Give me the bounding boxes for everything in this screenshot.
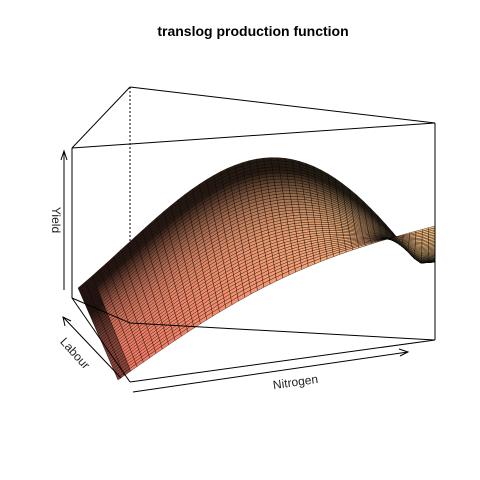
surface-facet — [270, 157, 279, 161]
surface-facet — [336, 232, 344, 235]
surface-facet — [409, 238, 416, 240]
surface-facet — [281, 181, 290, 186]
surface-facet — [307, 217, 315, 220]
surface-facet — [290, 199, 299, 203]
surface-facet — [271, 163, 280, 168]
y-axis-label: Labour — [57, 335, 92, 372]
surface-facet — [283, 193, 291, 197]
x-axis-arrow — [132, 348, 410, 393]
surface-facet — [272, 166, 280, 171]
surface-facet — [299, 209, 307, 213]
surface-facet — [289, 187, 297, 192]
surface-facet — [273, 175, 282, 180]
surface-facet — [321, 226, 330, 229]
surface-facet — [290, 196, 299, 200]
x-axis-label: Nitrogen — [272, 372, 319, 392]
surface-facet — [299, 214, 308, 218]
surface-facet — [321, 224, 330, 227]
surface-facet — [313, 217, 322, 221]
surface-facet — [307, 219, 316, 223]
chart-title: translog production function — [157, 23, 348, 39]
surface-facet — [299, 212, 308, 216]
surface-facet — [291, 204, 300, 208]
surface-facet — [278, 166, 287, 171]
surface-facet — [329, 230, 337, 233]
surface-facet — [321, 222, 329, 225]
box-front-edges — [71, 122, 436, 383]
surface-facet — [328, 228, 337, 231]
surface-facet — [280, 175, 289, 180]
surface-facet — [307, 221, 316, 225]
surface-facet — [298, 207, 307, 211]
surface-facet — [314, 219, 322, 223]
surface-facet — [306, 212, 314, 216]
surface-facet — [291, 207, 300, 211]
surface-facet — [272, 169, 281, 174]
surface-facet — [283, 196, 292, 200]
y-axis-arrow — [62, 316, 122, 379]
z-axis-arrow — [60, 149, 68, 290]
surface-facet — [281, 184, 290, 189]
surface-facet — [322, 228, 330, 231]
surface-facet — [272, 172, 281, 177]
surface-facet — [289, 193, 298, 197]
surface-facet — [289, 190, 298, 194]
surface-facet — [282, 190, 291, 194]
surface-facet — [279, 172, 288, 177]
surface-facet — [280, 178, 289, 183]
surface-facet — [306, 214, 315, 218]
surface-facet — [282, 187, 290, 192]
surface-facet — [270, 160, 279, 165]
surface-facet — [297, 201, 306, 206]
surface-facet — [349, 235, 358, 238]
surface-facet — [314, 221, 323, 225]
surface-facet — [342, 234, 351, 236]
surface-facet — [291, 201, 299, 205]
surface-mesh — [77, 157, 436, 381]
surface-facet — [298, 204, 307, 208]
surface-facet — [314, 224, 323, 227]
surface-facet — [279, 169, 288, 174]
z-axis-label: Yield — [49, 207, 63, 233]
